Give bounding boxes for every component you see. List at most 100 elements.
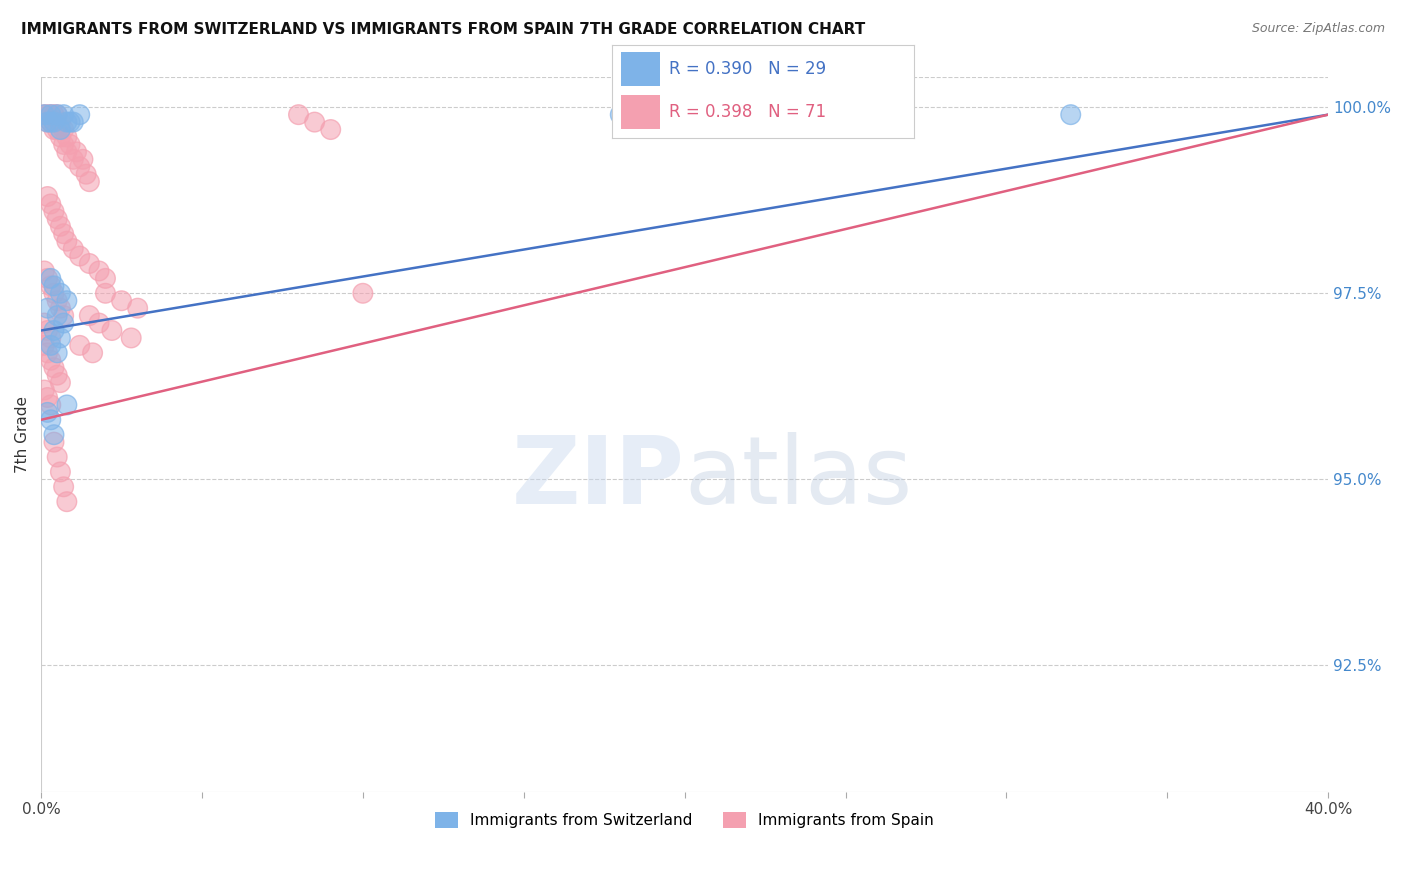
Point [42, 122, 65, 136]
Point [37, 405, 59, 419]
Point [1060, 108, 1083, 122]
Point [69, 338, 91, 352]
Point [37, 346, 59, 360]
Point [39, 115, 62, 129]
Point [79, 256, 101, 270]
Point [37, 115, 59, 129]
Point [39, 331, 62, 345]
Point [37, 405, 59, 419]
FancyBboxPatch shape [620, 52, 659, 86]
Point [87, 264, 110, 278]
Point [49, 331, 72, 345]
Text: atlas: atlas [685, 432, 912, 524]
Point [65, 145, 87, 159]
Point [127, 301, 149, 315]
Point [59, 137, 82, 152]
Point [609, 108, 631, 122]
Point [42, 435, 65, 450]
Text: ZIP: ZIP [512, 432, 685, 524]
Point [34, 264, 56, 278]
Point [37, 108, 59, 122]
Point [69, 108, 91, 122]
Point [52, 122, 75, 136]
Point [39, 115, 62, 129]
Point [62, 153, 84, 167]
Point [42, 278, 65, 293]
Point [52, 122, 75, 136]
Point [46, 368, 69, 383]
Point [37, 324, 59, 338]
Point [42, 204, 65, 219]
Point [101, 324, 124, 338]
Point [39, 278, 62, 293]
Point [42, 427, 65, 442]
Point [37, 391, 59, 405]
Point [46, 211, 69, 226]
Point [56, 398, 79, 412]
Point [52, 316, 75, 330]
Point [287, 108, 309, 122]
Point [56, 494, 79, 508]
Point [46, 450, 69, 464]
Point [46, 346, 69, 360]
Point [46, 122, 69, 136]
Point [56, 145, 79, 159]
Point [79, 256, 101, 270]
Point [52, 480, 75, 494]
Point [49, 122, 72, 136]
Point [46, 293, 69, 308]
Point [42, 108, 65, 122]
Point [56, 494, 79, 508]
Point [39, 413, 62, 427]
Point [69, 249, 91, 263]
Point [52, 108, 75, 122]
Point [75, 167, 97, 181]
Point [69, 160, 91, 174]
Point [42, 278, 65, 293]
Point [65, 145, 87, 159]
Point [94, 271, 117, 285]
Point [42, 122, 65, 136]
Point [34, 338, 56, 352]
Point [110, 293, 132, 308]
Point [49, 286, 72, 301]
Point [110, 293, 132, 308]
Point [39, 353, 62, 368]
Point [69, 108, 91, 122]
Point [37, 271, 59, 285]
Point [46, 122, 69, 136]
Text: R = 0.398   N = 71: R = 0.398 N = 71 [669, 103, 827, 121]
Point [56, 130, 79, 145]
Point [34, 108, 56, 122]
Point [82, 346, 104, 360]
Point [46, 450, 69, 464]
Point [42, 286, 65, 301]
Point [37, 301, 59, 315]
Point [46, 293, 69, 308]
Point [79, 175, 101, 189]
Point [87, 264, 110, 278]
Point [56, 398, 79, 412]
Point [75, 167, 97, 181]
Point [39, 413, 62, 427]
Point [46, 211, 69, 226]
Point [79, 309, 101, 323]
Point [82, 346, 104, 360]
Point [42, 324, 65, 338]
Point [37, 301, 59, 315]
Point [34, 264, 56, 278]
Point [49, 301, 72, 315]
Text: IMMIGRANTS FROM SWITZERLAND VS IMMIGRANTS FROM SPAIN 7TH GRADE CORRELATION CHART: IMMIGRANTS FROM SWITZERLAND VS IMMIGRANT… [21, 22, 865, 37]
Point [56, 115, 79, 129]
Point [37, 346, 59, 360]
Point [39, 398, 62, 412]
Point [87, 316, 110, 330]
Point [56, 234, 79, 248]
Point [79, 175, 101, 189]
Point [34, 383, 56, 397]
Point [39, 108, 62, 122]
Point [46, 309, 69, 323]
Point [49, 465, 72, 479]
Point [46, 108, 69, 122]
Point [62, 115, 84, 129]
